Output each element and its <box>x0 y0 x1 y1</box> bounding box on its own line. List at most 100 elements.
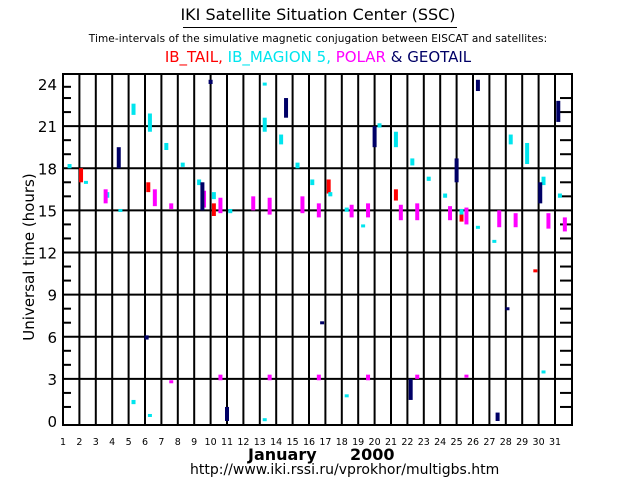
y-tick-label: 24 <box>38 76 57 94</box>
interval-mark <box>295 162 300 169</box>
x-tick-label: 26 <box>467 437 479 448</box>
x-tick-labels: 1 2 3 4 5 6 7 8 9 10 11 12 13 14 15 16 17 18 19 20 21 22 23 24 2… <box>60 437 561 448</box>
interval-mark <box>464 207 469 225</box>
x-tick-label: 20 <box>369 437 381 448</box>
interval-mark <box>147 413 152 417</box>
interval-mark <box>556 100 561 122</box>
legend: IB_TAIL, IB_MAGION 5, POLAR & GEOTAIL <box>0 48 636 66</box>
interval-mark <box>300 196 305 214</box>
interval-mark <box>262 117 267 132</box>
interval-mark <box>267 374 272 381</box>
y-tick-label: 18 <box>38 160 57 178</box>
interval-mark <box>464 374 469 378</box>
series-geotail <box>116 79 561 421</box>
interval-mark <box>310 179 315 186</box>
x-tick-label: 17 <box>319 437 331 448</box>
y-tick-label: 6 <box>47 329 57 347</box>
interval-mark <box>541 176 546 186</box>
source-url: http://www.iki.rssi.ru/vprokhor/multigbs… <box>190 462 500 478</box>
x-tick-label: 23 <box>418 437 430 448</box>
interval-mark <box>320 321 325 325</box>
y-tick-label: 15 <box>38 202 57 220</box>
interval-mark <box>279 134 284 145</box>
x-tick-label: 5 <box>126 437 132 448</box>
interval-mark <box>508 134 513 145</box>
interval-mark <box>328 192 333 197</box>
interval-mark <box>316 203 321 218</box>
interval-mark <box>557 193 562 198</box>
interval-mark <box>116 147 121 169</box>
interval-mark <box>459 208 464 222</box>
interval-mark <box>326 179 331 194</box>
interval-mark <box>505 307 510 311</box>
interval-mark <box>426 176 431 181</box>
page-title: IKI Satellite Situation Center (SSC) <box>180 5 456 24</box>
plot-frame <box>62 73 573 426</box>
interval-mark <box>495 412 500 421</box>
x-tick-label: 22 <box>401 437 413 448</box>
x-tick-label: 19 <box>352 437 364 448</box>
legend-separator: & <box>385 48 408 66</box>
x-tick-label: 3 <box>93 437 99 448</box>
interval-mark <box>316 374 321 381</box>
x-tick-label: 14 <box>270 437 282 448</box>
interval-mark <box>410 158 415 166</box>
interval-mark <box>541 370 546 374</box>
interval-mark <box>169 203 174 209</box>
x-axis-year-label: 2000 <box>350 445 395 464</box>
y-tick-label: 21 <box>38 118 57 136</box>
interval-mark <box>144 335 149 340</box>
y-tick-labels: 0 3 6 9 12 15 18 21 24 <box>38 76 57 431</box>
x-tick-label: 12 <box>237 437 249 448</box>
interval-mark <box>228 208 233 214</box>
interval-mark <box>377 123 382 128</box>
chart-marks <box>67 79 567 422</box>
x-tick-label: 16 <box>303 437 315 448</box>
x-tick-label: 29 <box>516 437 528 448</box>
x-tick-label: 18 <box>336 437 348 448</box>
interval-mark <box>118 208 123 212</box>
interval-mark <box>251 196 256 211</box>
interval-mark <box>546 213 551 229</box>
interval-mark <box>525 142 530 165</box>
interval-mark <box>262 418 267 422</box>
x-tick-label: 8 <box>175 437 181 448</box>
interval-mark <box>393 131 398 148</box>
x-tick-label: 21 <box>385 437 397 448</box>
chart-subtitle: Time-intervals of the simulative magneti… <box>88 33 548 45</box>
interval-mark <box>344 207 349 212</box>
x-axis-month-label: January <box>248 445 317 464</box>
interval-mark <box>454 158 459 183</box>
interval-mark <box>448 206 453 221</box>
series-polar <box>103 189 567 384</box>
series-ib-magion-5 <box>67 82 562 422</box>
x-tick-label: 28 <box>500 437 512 448</box>
interval-mark <box>83 180 88 184</box>
y-tick-label: 0 <box>47 413 57 431</box>
x-tick-label: 10 <box>205 437 217 448</box>
interval-mark <box>349 204 354 218</box>
interval-mark <box>443 193 448 198</box>
interval-mark <box>513 213 518 228</box>
x-tick-label: 11 <box>221 437 233 448</box>
interval-mark <box>152 189 157 207</box>
grid <box>62 73 573 426</box>
interval-mark <box>103 189 108 204</box>
interval-mark <box>372 126 377 148</box>
interval-mark <box>218 197 223 214</box>
x-tick-label: 2 <box>76 437 82 448</box>
interval-mark <box>267 197 272 215</box>
interval-mark <box>67 164 72 169</box>
interval-mark <box>344 394 349 398</box>
x-tick-label: 24 <box>434 437 446 448</box>
x-tick-label: 1 <box>60 437 66 448</box>
interval-mark <box>475 79 480 92</box>
interval-mark <box>459 208 464 215</box>
y-tick-label: 3 <box>47 371 57 389</box>
interval-mark <box>415 203 420 221</box>
x-tick-label: 31 <box>549 437 561 448</box>
interval-mark <box>361 224 366 228</box>
x-tick-label: 9 <box>191 437 197 448</box>
x-tick-label: 7 <box>158 437 164 448</box>
series-ib-tail <box>79 168 538 273</box>
